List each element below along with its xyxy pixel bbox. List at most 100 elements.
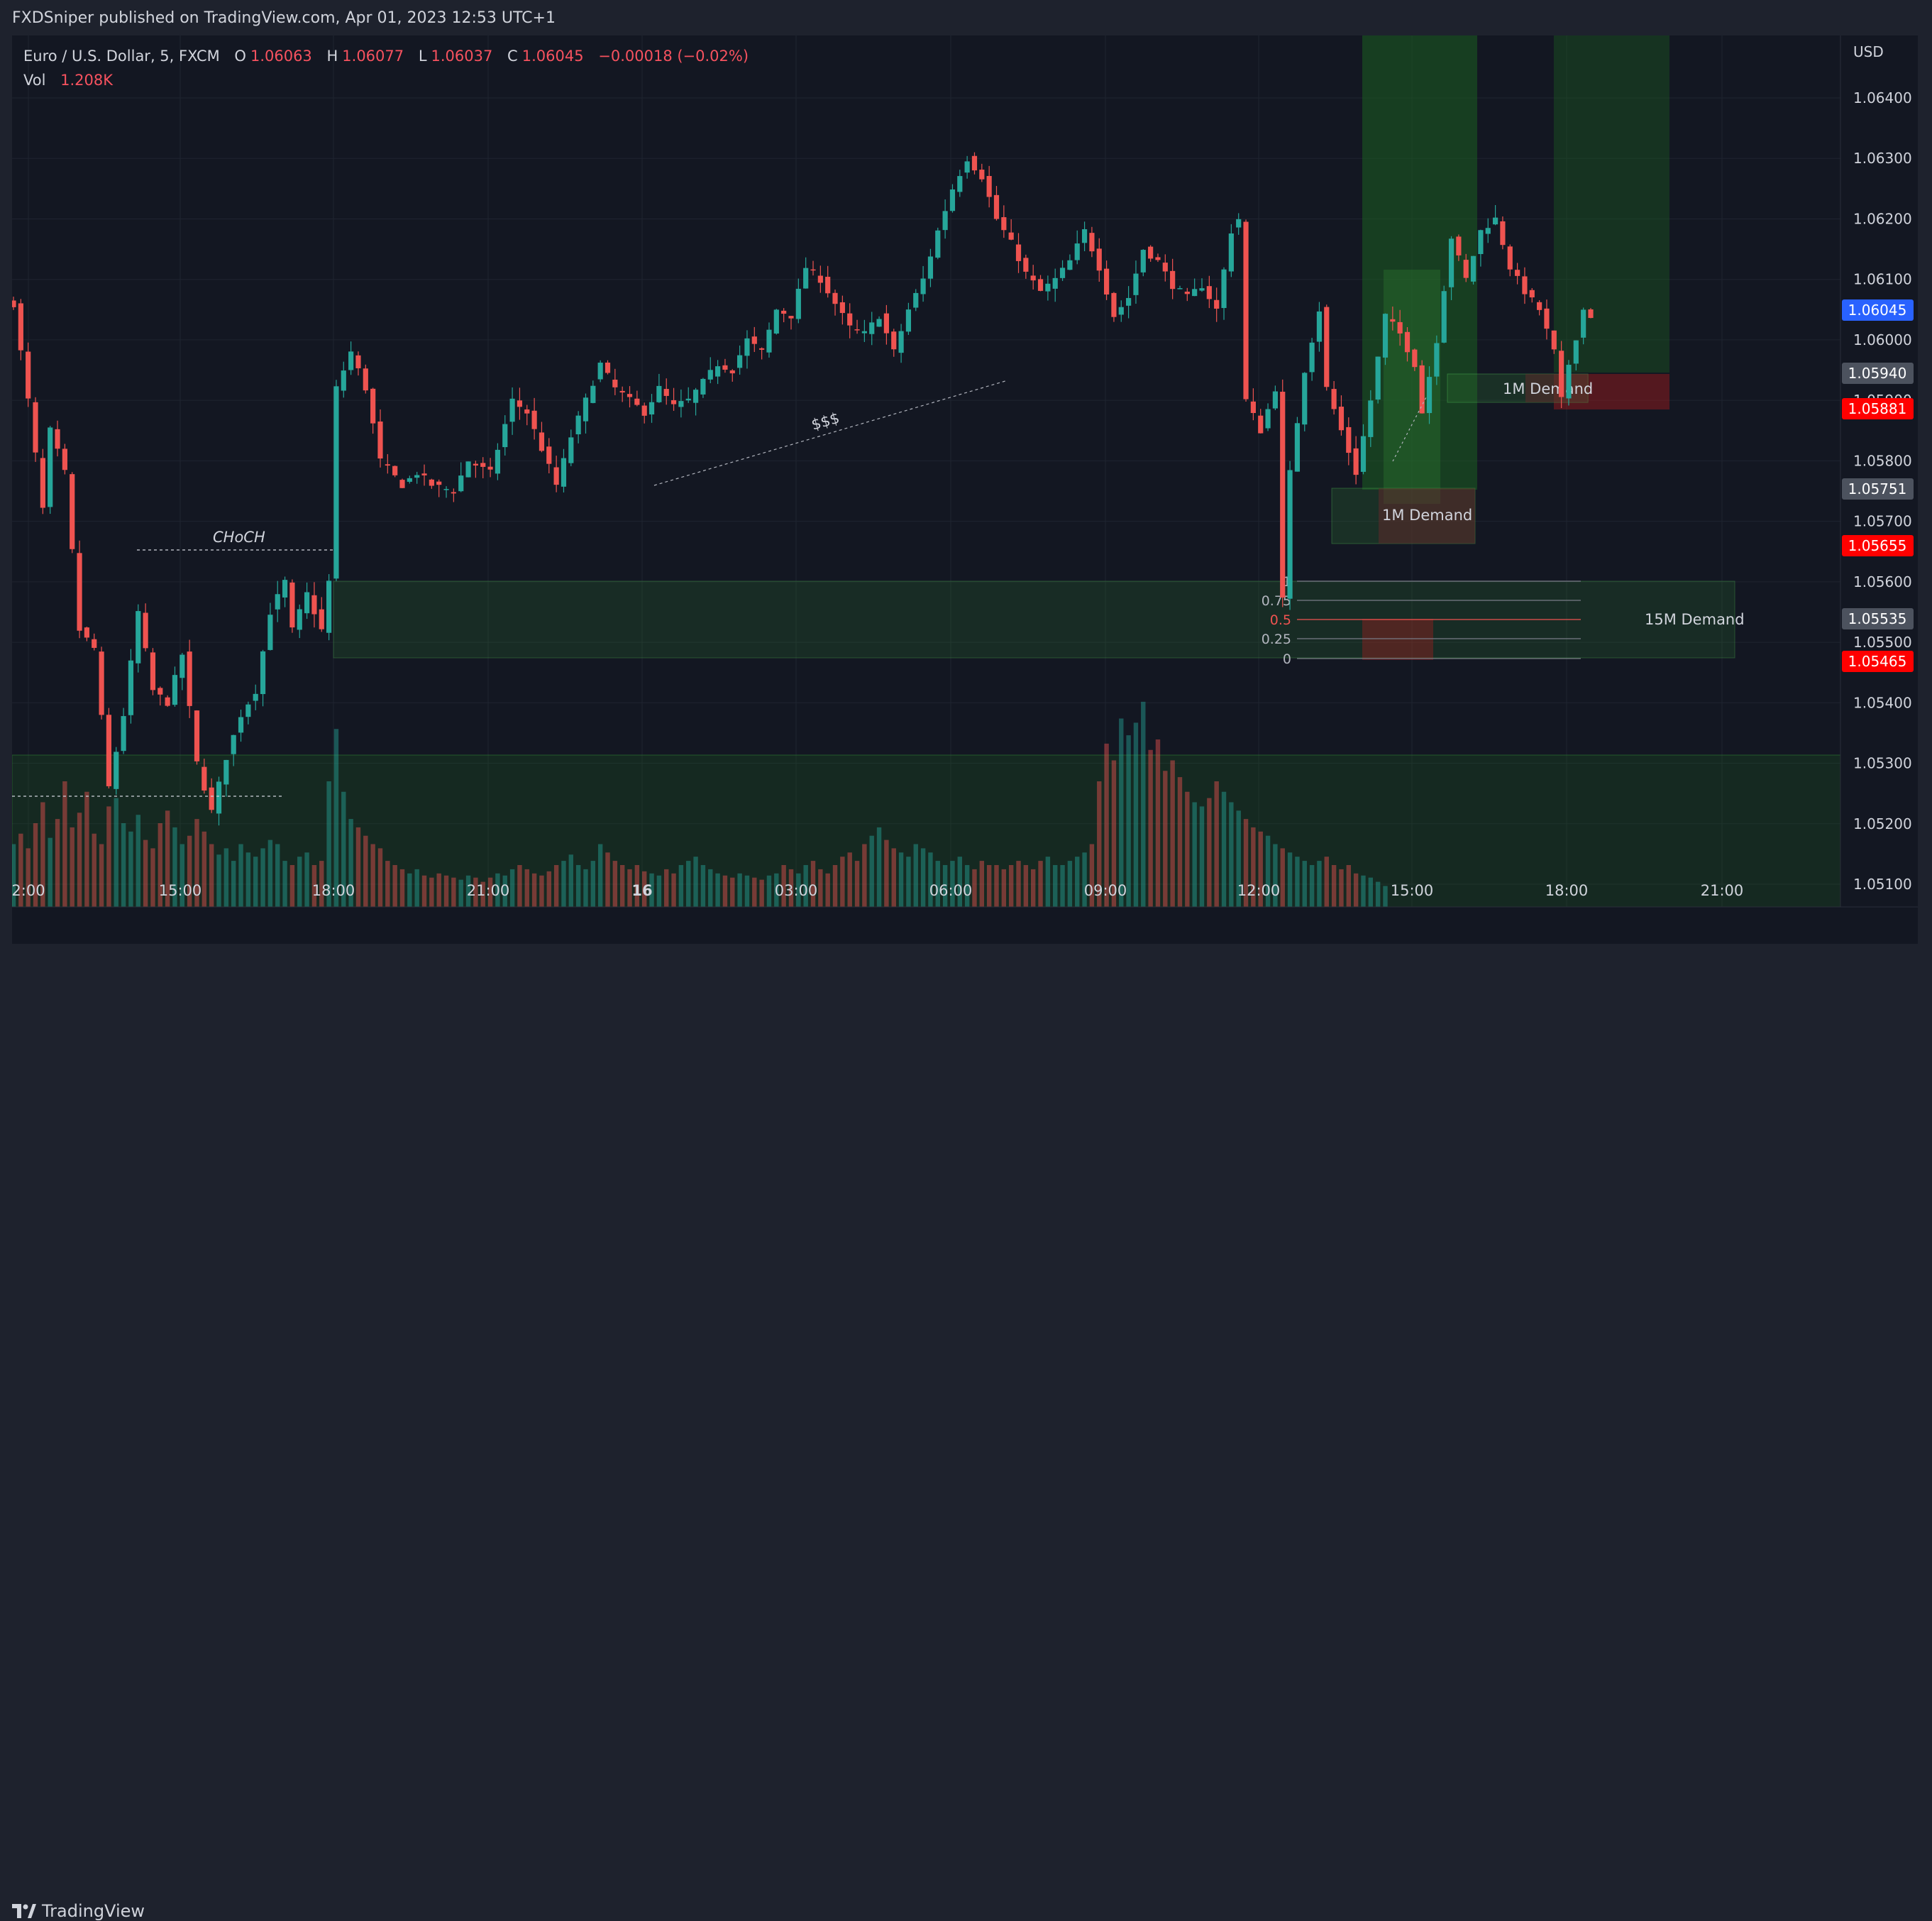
candle-body — [795, 288, 801, 319]
candle-body — [1522, 276, 1528, 295]
demand-zone-1m-a-overlay — [1379, 488, 1475, 544]
volume-bar — [568, 854, 574, 907]
volume-bar — [619, 865, 625, 907]
candle-body — [1214, 299, 1220, 309]
volume-bar — [649, 873, 654, 907]
volume-bar — [385, 861, 390, 907]
candle-body — [517, 400, 523, 407]
long-position-a-profit[interactable] — [1362, 35, 1477, 490]
candle-body — [1544, 308, 1550, 329]
price-label-text: 1.05940 — [1848, 365, 1907, 382]
candle-body — [619, 390, 625, 393]
candle-body — [1537, 302, 1542, 310]
volume-bar — [370, 844, 375, 907]
candle-body — [326, 580, 332, 633]
candle-body — [99, 651, 104, 715]
volume-label[interactable]: Vol — [23, 72, 46, 89]
volume-bar — [429, 877, 434, 907]
volume-line: Vol 1.208K — [23, 68, 749, 92]
tradingview-logo[interactable]: TradingView — [12, 1901, 145, 1921]
time-axis-tick: 16 — [631, 882, 652, 899]
volume-bar — [202, 831, 207, 907]
candle-body — [964, 161, 970, 173]
candle-body — [1588, 309, 1594, 319]
candle-body — [1081, 229, 1088, 243]
candle-body — [612, 380, 618, 387]
candle-body — [1382, 314, 1389, 358]
demand-zone-1m-a-label: 1M Demand — [1382, 507, 1472, 524]
candle-body — [1199, 288, 1205, 291]
candle-body — [971, 155, 978, 171]
price-label-box[interactable] — [1842, 651, 1914, 672]
candle-body — [223, 759, 229, 785]
candle-body — [575, 415, 581, 434]
volume-bar — [950, 861, 955, 907]
volume-bar — [517, 865, 522, 907]
price-axis-tick: 1.05500 — [1853, 634, 1912, 651]
candle-body — [847, 313, 853, 326]
fib-level-label: 0.75 — [1262, 593, 1291, 609]
candle-body — [275, 594, 280, 610]
volume-bar — [1155, 739, 1161, 907]
volume-bar — [172, 827, 177, 907]
candle-body — [480, 463, 486, 467]
candle-body — [1126, 297, 1132, 306]
price-label-box[interactable] — [1842, 398, 1914, 419]
candle-body — [392, 466, 398, 475]
chart-area[interactable]: 15M Demand 1M Demand 1M Demand 1 0.75 0.5 0.25… — [12, 35, 1918, 944]
candle-body — [656, 385, 662, 402]
volume-bar — [1170, 760, 1175, 907]
volume-bar — [686, 861, 691, 907]
candle-body — [1184, 291, 1190, 295]
candle-body — [854, 329, 860, 331]
long-position-a-loss[interactable] — [1362, 619, 1433, 660]
candle-body — [825, 277, 831, 294]
volume-bar — [597, 844, 603, 907]
time-axis-tick: 21:00 — [1701, 882, 1744, 899]
price-label-text: 1.05655 — [1848, 537, 1907, 554]
candle-body — [539, 432, 545, 451]
price-label-box[interactable] — [1842, 478, 1914, 500]
time-axis-tick: 18:00 — [1545, 882, 1589, 899]
volume-bar — [524, 869, 529, 907]
candle-body — [1155, 257, 1161, 260]
price-label-text: 1.05751 — [1848, 480, 1907, 497]
volume-bar — [627, 869, 632, 907]
long-position-b-profit[interactable] — [1554, 35, 1669, 373]
candle-body — [1236, 219, 1242, 228]
volume-bar — [744, 875, 750, 907]
price-label-box[interactable] — [1842, 299, 1914, 321]
price-label-box[interactable] — [1842, 363, 1914, 384]
volume-bar — [1302, 861, 1307, 907]
candle-body — [597, 363, 603, 380]
candle-body — [1551, 330, 1557, 350]
time-axis-tick: 06:00 — [929, 882, 973, 899]
chart-legend: Euro / U.S. Dollar, 5, FXCM O 1.06063 H 1.… — [23, 44, 749, 92]
price-label-box[interactable] — [1842, 535, 1914, 556]
candle-body — [1368, 400, 1374, 437]
volume-bar — [363, 835, 368, 907]
candle-body — [12, 300, 16, 307]
volume-bar — [825, 873, 830, 907]
volume-bar — [1273, 844, 1278, 907]
candle-body — [1008, 232, 1014, 240]
volume-bar — [906, 857, 911, 907]
price-label-box[interactable] — [1842, 608, 1914, 629]
candle-body — [1074, 243, 1080, 260]
price-axis-tick: 1.05400 — [1853, 694, 1912, 711]
candle-body — [260, 651, 266, 695]
price-label-text: 1.06045 — [1848, 302, 1907, 319]
volume-bar — [876, 827, 882, 907]
candle-body — [1470, 255, 1476, 282]
candle-body — [1258, 415, 1264, 434]
low-value: 1.06037 — [431, 48, 493, 65]
candle-body — [48, 427, 53, 507]
candle-body — [370, 388, 376, 424]
candle-body — [1192, 289, 1198, 297]
candle-body — [1404, 331, 1411, 353]
volume-bar — [1111, 760, 1117, 907]
symbol-line[interactable]: Euro / U.S. Dollar, 5, FXCM — [23, 48, 220, 65]
volume-bar — [891, 848, 896, 907]
candle-body — [1419, 365, 1425, 414]
